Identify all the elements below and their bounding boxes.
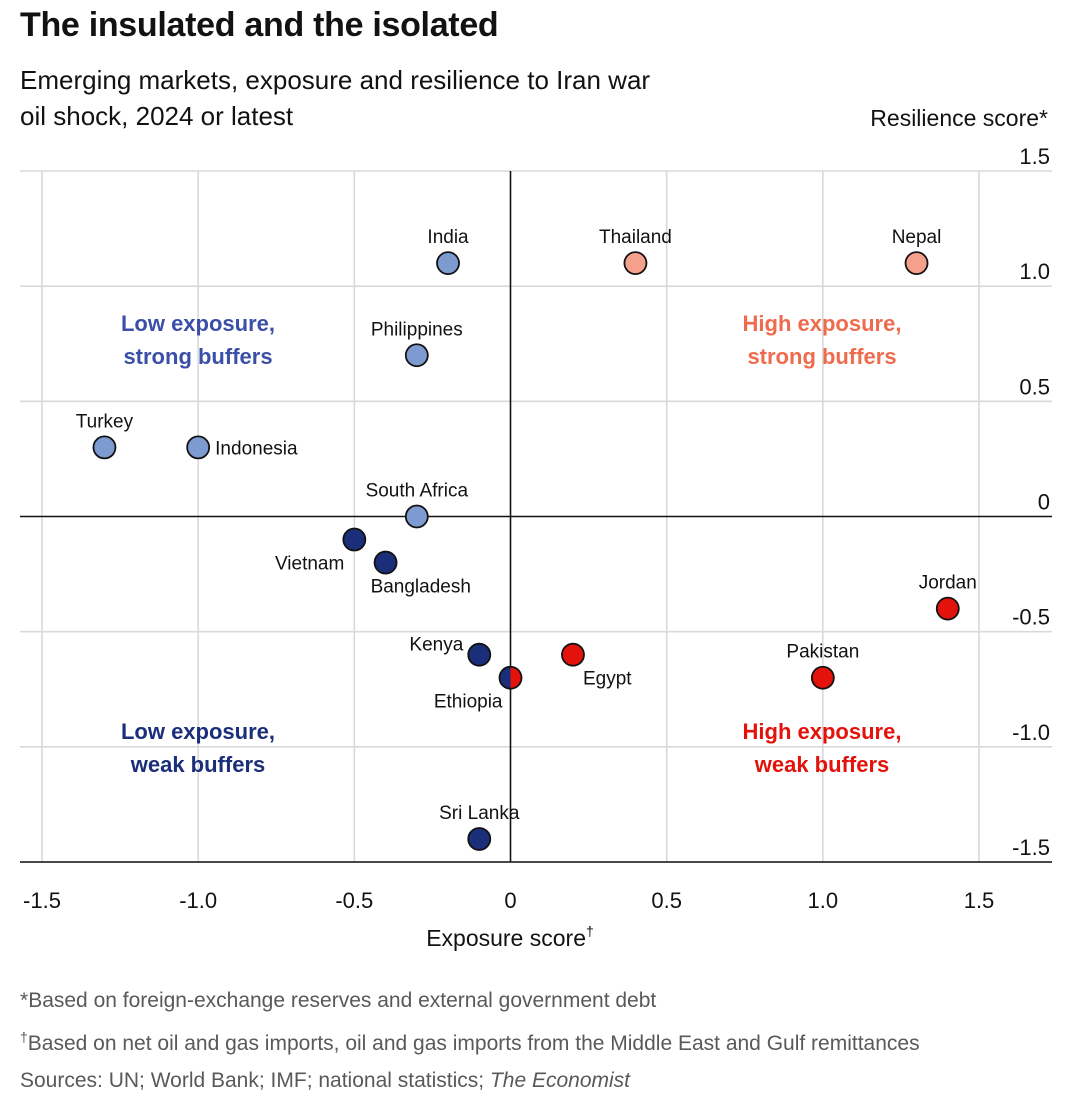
point-sri-lanka (467, 827, 492, 851)
x-tick-label: -0.5 (335, 888, 373, 913)
point-label-kenya: Kenya (409, 635, 463, 656)
quadrant-label-high-strong: High exposure, strong buffers (743, 311, 902, 369)
y-tick-label: 0 (1038, 490, 1050, 515)
quadrant-label-line: weak buffers (130, 752, 266, 777)
y-tick-label: 1.0 (1019, 259, 1050, 284)
footnotes: *Based on foreign-exchange reserves and … (20, 982, 1060, 1099)
point-vietnam (342, 527, 367, 552)
chart-subtitle: Emerging markets, exposure and resilienc… (20, 65, 651, 131)
y-axis-title: Resilience score* (870, 105, 1048, 131)
x-tick-label: -1.5 (23, 888, 61, 913)
footnote-exposure-mark: † (20, 1029, 28, 1045)
x-tick-label: 0 (504, 888, 516, 913)
x-tick-label: 1.5 (964, 888, 995, 913)
quadrant-label-high-weak: High exposure, weak buffers (743, 719, 902, 777)
point-label-south-africa: South Africa (366, 481, 469, 502)
x-tick-label: 0.5 (651, 888, 682, 913)
footnote-sources: Sources: UN; World Bank; IMF; national s… (20, 1062, 1060, 1099)
point-label-turkey: Turkey (76, 411, 134, 432)
quadrant-label-line: Low exposure, (121, 311, 275, 336)
point-label-india: India (427, 227, 469, 248)
x-tick-label: -1.0 (179, 888, 217, 913)
data-points (92, 251, 960, 851)
quadrant-label-line: Low exposure, (121, 719, 275, 744)
quadrant-label-line: strong buffers (123, 344, 272, 369)
footnote-resilience: *Based on foreign-exchange reserves and … (20, 982, 1060, 1019)
point-ethiopia (498, 665, 523, 690)
point-india (436, 251, 460, 276)
quadrant-label-line: High exposure, (743, 311, 902, 336)
x-axis-title-mark: † (586, 923, 594, 939)
point-philippines (404, 343, 429, 368)
point-label-egypt: Egypt (583, 669, 632, 690)
point-thailand (623, 251, 648, 276)
point-labels: India Thailand Nepal Philippines Turkey Indon… (76, 227, 977, 824)
point-outline (498, 665, 523, 690)
point-label-philippines: Philippines (371, 319, 463, 340)
point-jordan (935, 596, 960, 621)
point-half-low-weak (499, 666, 511, 689)
y-tick-label: 0.5 (1019, 374, 1050, 399)
footnote-resilience-text: Based on foreign-exchange reserves and e… (28, 989, 657, 1012)
point-label-nepal: Nepal (892, 227, 942, 248)
point-label-bangladesh: Bangladesh (371, 577, 471, 598)
point-bangladesh (373, 550, 398, 575)
quadrant-label-line: strong buffers (747, 344, 896, 369)
sources-text: Sources: UN; World Bank; IMF; national s… (20, 1069, 490, 1092)
point-label-ethiopia: Ethiopia (434, 692, 503, 713)
footnote-resilience-mark: * (20, 989, 29, 1012)
footnote-exposure-text: Based on net oil and gas imports, oil an… (27, 1032, 920, 1055)
point-kenya (467, 642, 492, 667)
axes: 1.5 1.0 0.5 0 -0.5 -1.0 -1.5 -1.5 -1.0 -0.5 0 0.5 1.… (20, 144, 1052, 913)
y-tick-label: -1.5 (1012, 835, 1050, 860)
point-label-thailand: Thailand (599, 227, 672, 248)
point-turkey (92, 435, 117, 460)
y-tick-label: -1.0 (1012, 720, 1050, 745)
point-indonesia (186, 435, 211, 460)
sources-publication: The Economist (489, 1069, 630, 1092)
point-label-indonesia: Indonesia (215, 438, 298, 459)
point-pakistan (810, 665, 835, 690)
x-axis-title: Exposure score† (426, 923, 594, 951)
quadrant-label-low-strong: Low exposure, strong buffers (121, 311, 275, 369)
point-nepal (904, 251, 929, 276)
point-south-africa (404, 504, 429, 529)
footnote-exposure: †Based on net oil and gas imports, oil a… (20, 1019, 1060, 1062)
quadrant-label-line: High exposure, (743, 719, 902, 744)
x-axis-title-text: Exposure score (426, 925, 586, 951)
y-tick-label: 1.5 (1019, 144, 1050, 169)
quadrant-label-low-weak: Low exposure, weak buffers (121, 719, 275, 777)
point-half-high-weak (510, 666, 522, 689)
point-label-sri-lanka: Sri Lanka (439, 803, 520, 824)
point-label-pakistan: Pakistan (786, 642, 859, 663)
point-label-vietnam: Vietnam (275, 554, 344, 575)
chart-title: The insulated and the isolated (20, 6, 499, 44)
y-tick-label: -0.5 (1012, 605, 1050, 630)
point-label-jordan: Jordan (919, 573, 977, 594)
quadrant-label-line: weak buffers (754, 752, 890, 777)
x-tick-label: 1.0 (808, 888, 839, 913)
point-egypt (561, 642, 585, 667)
